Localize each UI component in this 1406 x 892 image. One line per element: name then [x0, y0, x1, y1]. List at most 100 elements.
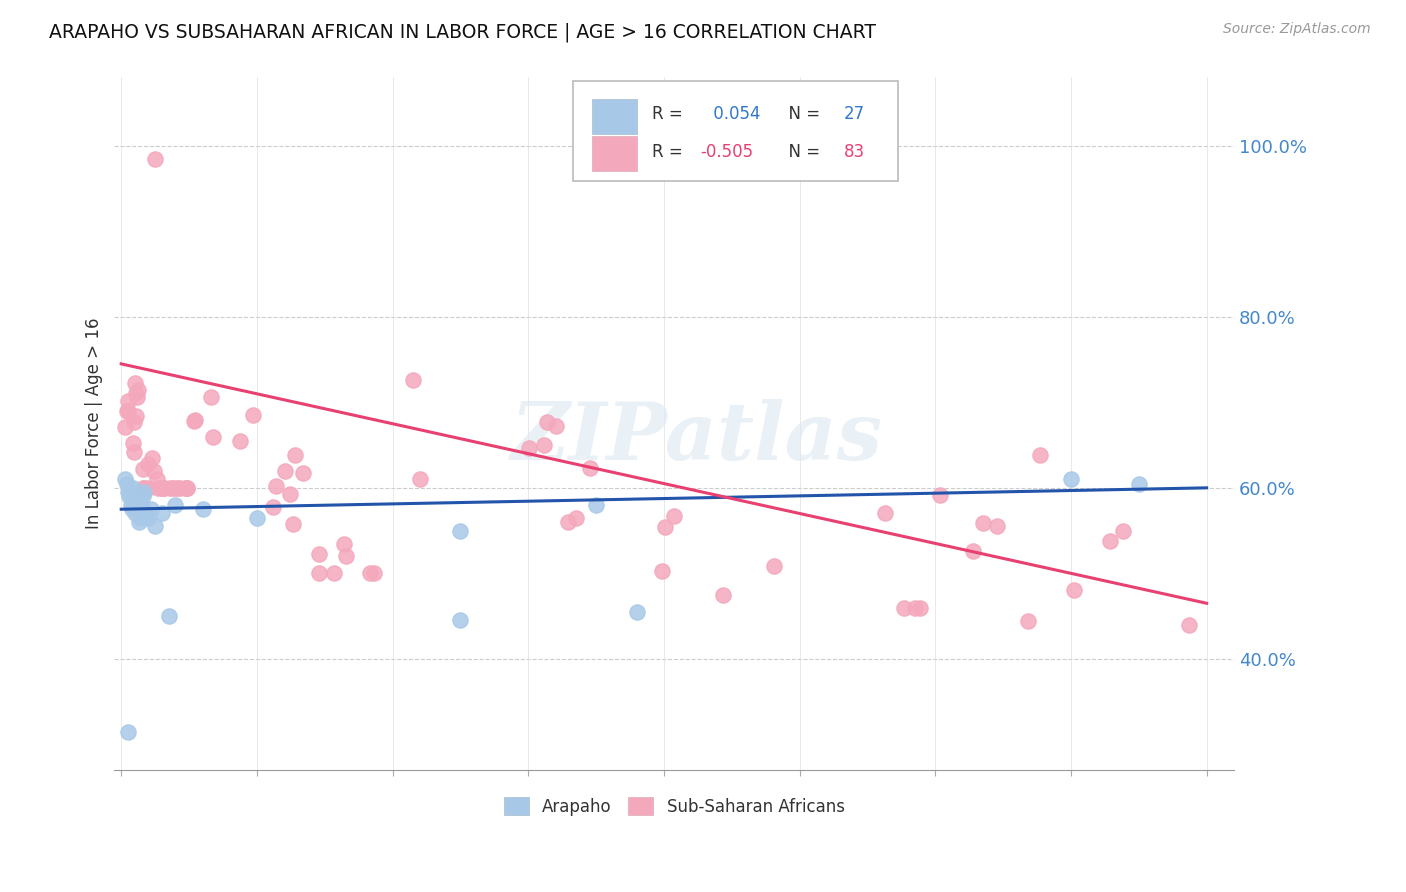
Point [132, 461, 155, 475]
Point [449, 613, 471, 627]
Point [264, 479, 287, 493]
Bar [592, 99, 637, 134]
Point [904, 600, 927, 615]
Point [1128, 476, 1150, 491]
Point [359, 566, 381, 581]
Point [120, 498, 142, 512]
Point [986, 519, 1008, 533]
Point [401, 373, 423, 387]
Point [962, 544, 984, 558]
Point [292, 466, 315, 480]
Point [557, 515, 579, 529]
Point [533, 438, 555, 452]
Point [122, 415, 145, 429]
Point [183, 414, 205, 428]
Point [115, 404, 138, 418]
Point [157, 609, 180, 624]
Point [972, 516, 994, 530]
Point [117, 485, 139, 500]
Point [1029, 448, 1052, 462]
Point [143, 519, 166, 533]
Point [246, 510, 269, 524]
Point [174, 481, 197, 495]
Point [160, 481, 183, 495]
Legend: Arapaho, Sub-Saharan Africans: Arapaho, Sub-Saharan Africans [495, 789, 853, 824]
Point [136, 510, 159, 524]
Point [121, 502, 143, 516]
Point [128, 515, 150, 529]
Point [335, 549, 357, 563]
Point [363, 566, 385, 581]
Point [308, 547, 330, 561]
Point [146, 472, 169, 486]
Point [118, 489, 141, 503]
Point [125, 498, 148, 512]
Point [928, 488, 950, 502]
Point [191, 502, 214, 516]
Point [167, 481, 190, 495]
Point [323, 566, 346, 580]
Text: ZIPatlas: ZIPatlas [510, 399, 883, 476]
Point [565, 510, 588, 524]
Text: N =: N = [778, 143, 825, 161]
Point [409, 472, 432, 486]
Point [893, 600, 915, 615]
Point [152, 481, 174, 495]
Point [654, 520, 676, 534]
Text: ARAPAHO VS SUBSAHARAN AFRICAN IN LABOR FORCE | AGE > 16 CORRELATION CHART: ARAPAHO VS SUBSAHARAN AFRICAN IN LABOR F… [49, 22, 876, 42]
Point [200, 390, 222, 404]
Point [262, 500, 284, 514]
Text: R =: R = [652, 105, 688, 123]
Point [763, 558, 786, 573]
Point [281, 516, 304, 531]
Point [517, 442, 540, 456]
Point [132, 489, 155, 503]
Point [1017, 615, 1039, 629]
Point [125, 386, 148, 401]
Point [146, 481, 169, 495]
Point [651, 564, 673, 578]
Point [134, 485, 156, 500]
Point [117, 724, 139, 739]
Point [122, 481, 145, 495]
Bar [592, 136, 637, 171]
Point [626, 605, 648, 619]
Point [875, 506, 897, 520]
Point [1060, 472, 1083, 486]
Point [150, 507, 173, 521]
Point [278, 487, 301, 501]
Point [274, 465, 297, 479]
Point [1063, 582, 1085, 597]
Point [124, 376, 146, 390]
Text: Source: ZipAtlas.com: Source: ZipAtlas.com [1223, 22, 1371, 37]
Point [124, 507, 146, 521]
Point [176, 481, 198, 495]
Point [159, 481, 181, 495]
Point [125, 390, 148, 404]
Point [1099, 534, 1122, 549]
Point [122, 444, 145, 458]
Point [117, 404, 139, 418]
Point [662, 509, 685, 524]
Point [152, 481, 174, 495]
Text: -0.505: -0.505 [700, 143, 754, 161]
Point [1112, 524, 1135, 539]
Point [449, 524, 471, 538]
Point [242, 408, 264, 422]
Point [184, 413, 207, 427]
Point [152, 481, 174, 495]
Point [1178, 617, 1201, 632]
Point [152, 481, 174, 495]
Point [174, 481, 197, 495]
Point [711, 587, 734, 601]
Point [122, 435, 145, 450]
Point [333, 536, 356, 550]
Point [125, 409, 148, 423]
Point [544, 418, 567, 433]
Point [143, 152, 166, 166]
Point [136, 457, 159, 471]
Point [135, 507, 157, 521]
Point [229, 434, 252, 448]
Y-axis label: In Labor Force | Age > 16: In Labor Force | Age > 16 [86, 318, 103, 530]
Point [117, 393, 139, 408]
